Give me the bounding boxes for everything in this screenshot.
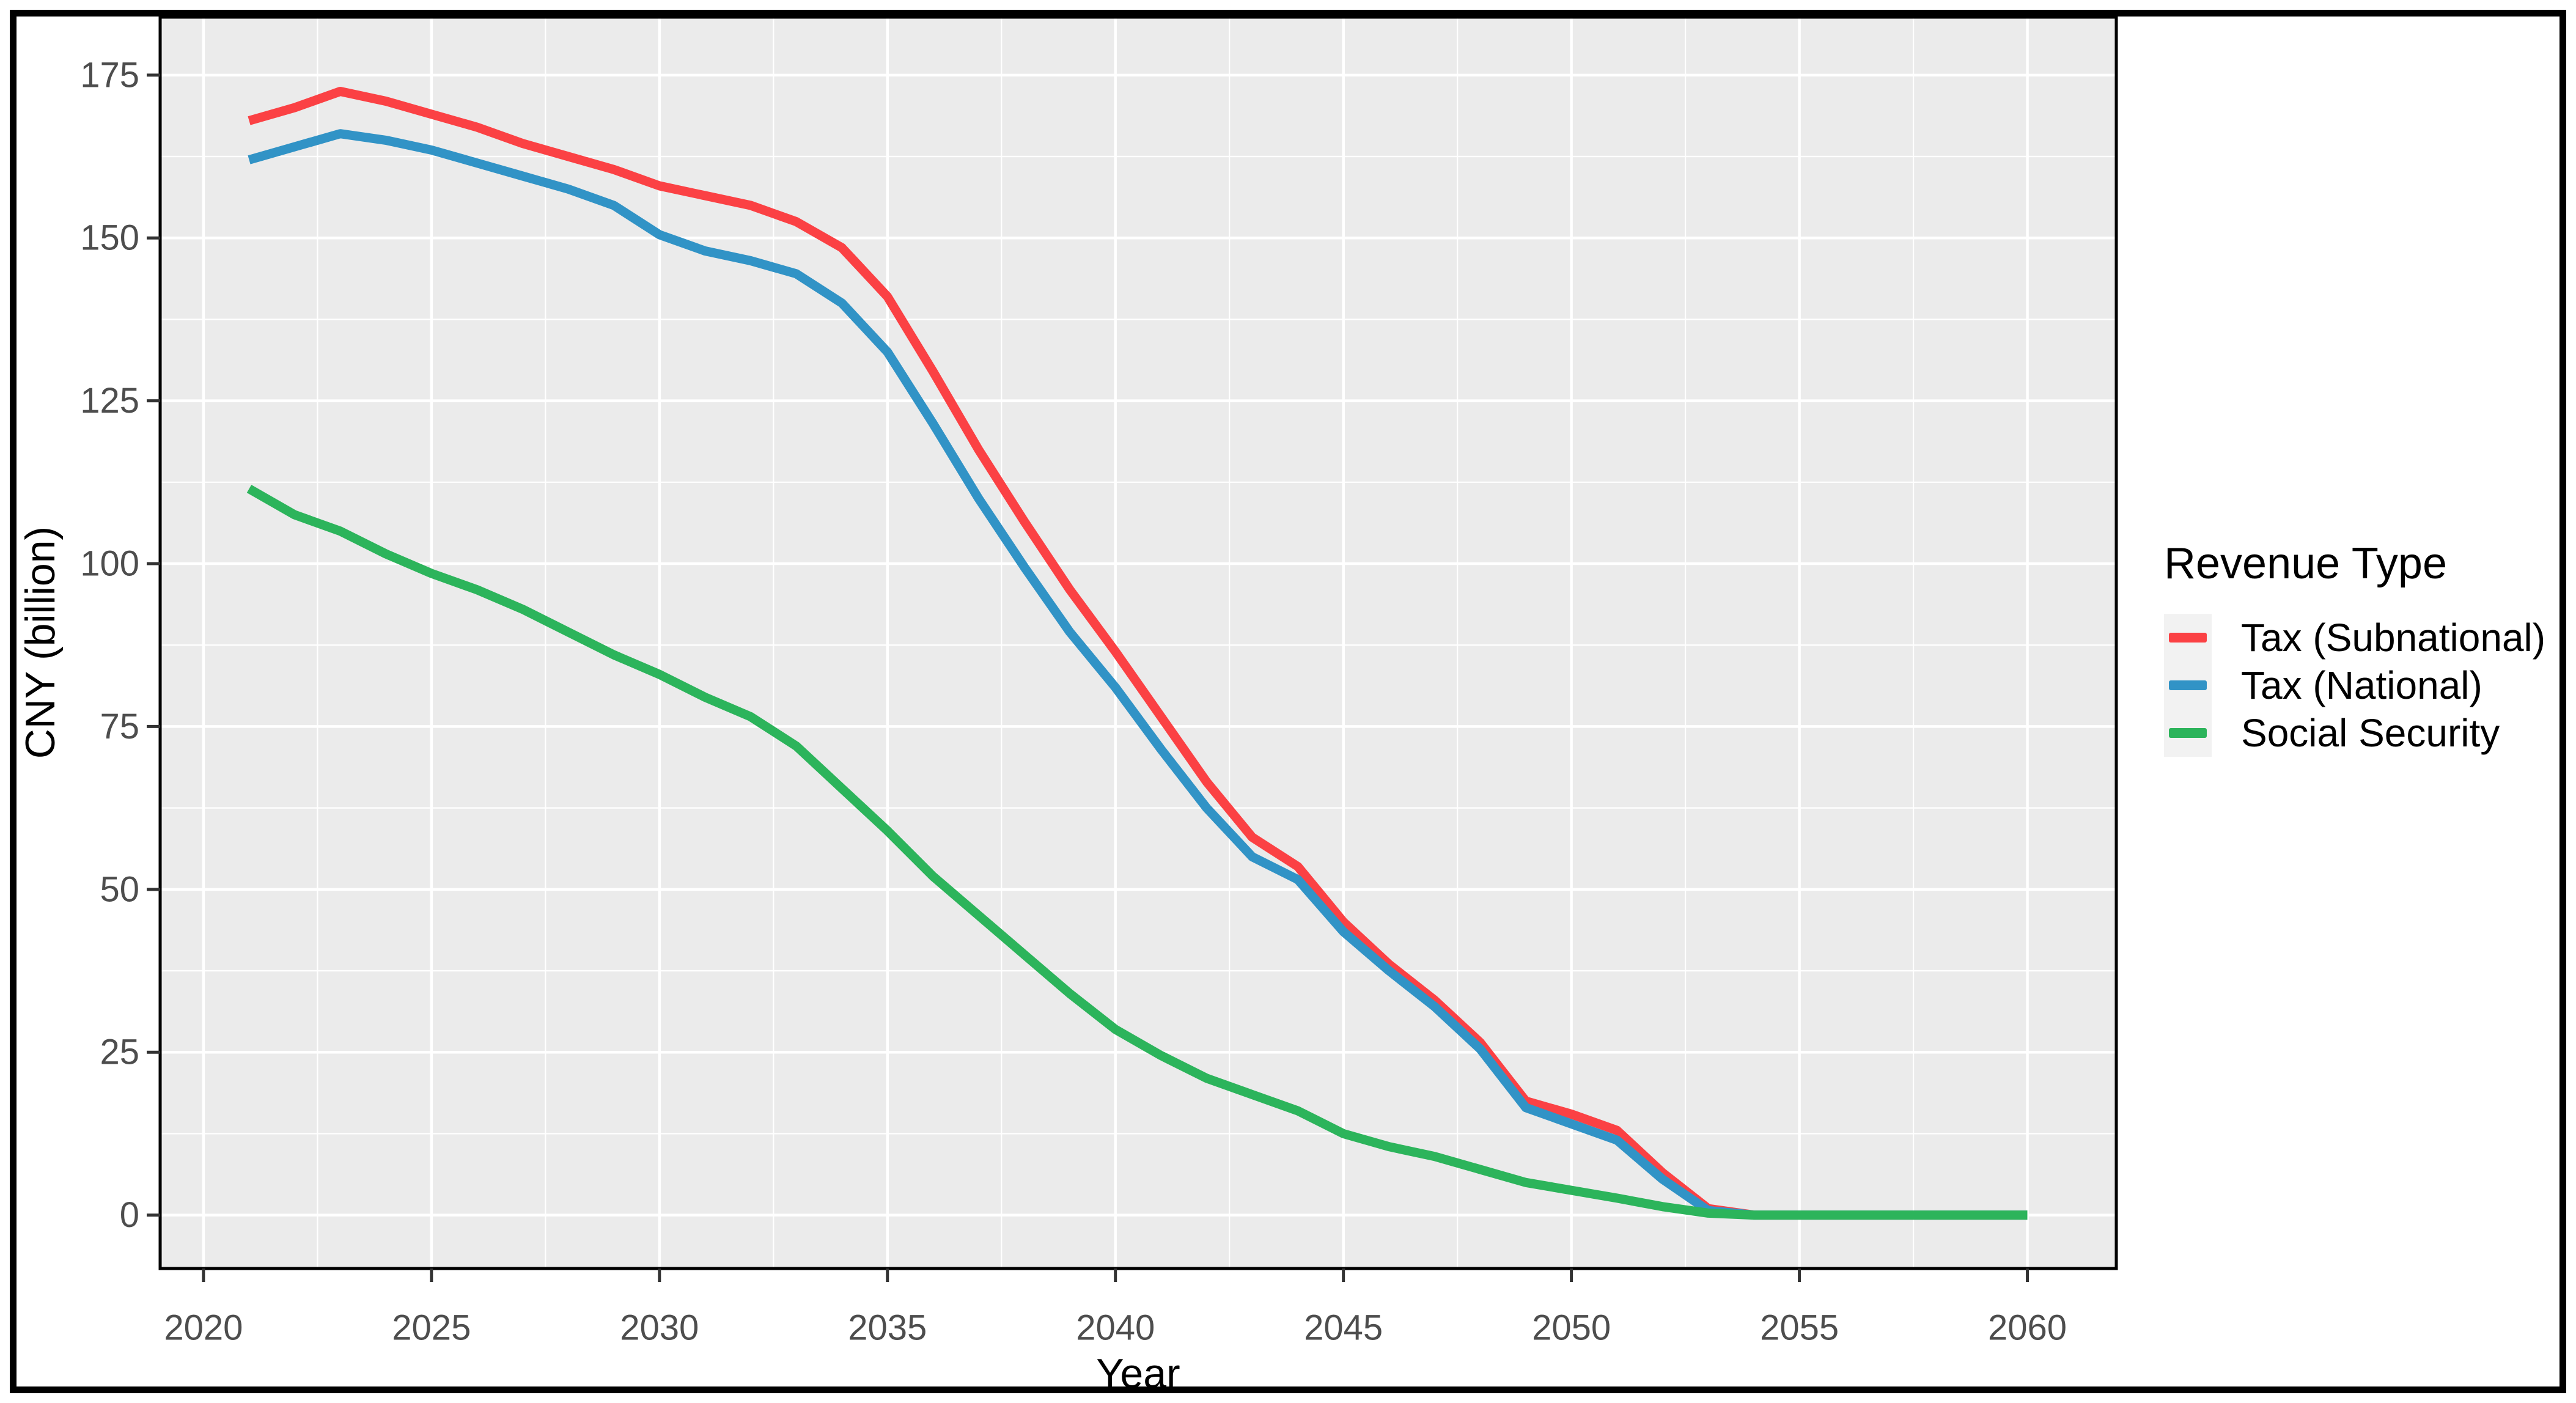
legend-label-tax-national: Tax (National): [2241, 663, 2482, 707]
y-tick-label: 0: [120, 1195, 139, 1235]
legend-item-social-security: Social Security: [2164, 709, 2567, 757]
plot-panel: [160, 17, 2116, 1269]
y-tick-label: 75: [100, 707, 139, 746]
y-tick-label: 175: [80, 55, 139, 95]
x-tick-label: 2035: [848, 1308, 927, 1348]
y-tick-label: 100: [80, 544, 139, 584]
x-axis-title: Year: [1096, 1350, 1180, 1397]
y-tick-label: 25: [100, 1033, 139, 1072]
legend-key-social-security: [2164, 709, 2212, 757]
x-tick-label: 2045: [1304, 1308, 1383, 1348]
legend: Revenue Type Tax (Subnational) Tax (Nati…: [2164, 538, 2567, 757]
legend-item-tax-national: Tax (National): [2164, 661, 2567, 709]
x-tick-label: 2040: [1076, 1308, 1155, 1348]
y-tick-label: 50: [100, 869, 139, 909]
x-tick-label: 2050: [1532, 1308, 1611, 1348]
legend-swatch-social-security-icon: [2169, 728, 2207, 738]
y-tick-label: 125: [80, 381, 139, 421]
legend-label-tax-subnational: Tax (Subnational): [2241, 616, 2546, 660]
legend-key-tax-national: [2164, 661, 2212, 709]
legend-item-tax-subnational: Tax (Subnational): [2164, 614, 2567, 661]
y-tick-label: 150: [80, 218, 139, 258]
legend-swatch-tax-subnational-icon: [2169, 633, 2207, 643]
legend-key-tax-subnational: [2164, 614, 2212, 661]
panel-border: [158, 15, 2118, 1270]
legend-title: Revenue Type: [2164, 539, 2448, 588]
x-tick-label: 2025: [392, 1308, 471, 1348]
x-tick-label: 2055: [1760, 1308, 1839, 1348]
x-tick-label: 2020: [164, 1308, 243, 1348]
legend-swatch-tax-national-icon: [2169, 680, 2207, 690]
legend-label-social-security: Social Security: [2241, 711, 2500, 755]
x-tick-label: 2060: [1988, 1308, 2067, 1348]
y-axis-title: CNY (billion): [17, 526, 64, 759]
x-tick-label: 2030: [620, 1308, 699, 1348]
series-line-social-security: [246, 484, 2028, 1220]
